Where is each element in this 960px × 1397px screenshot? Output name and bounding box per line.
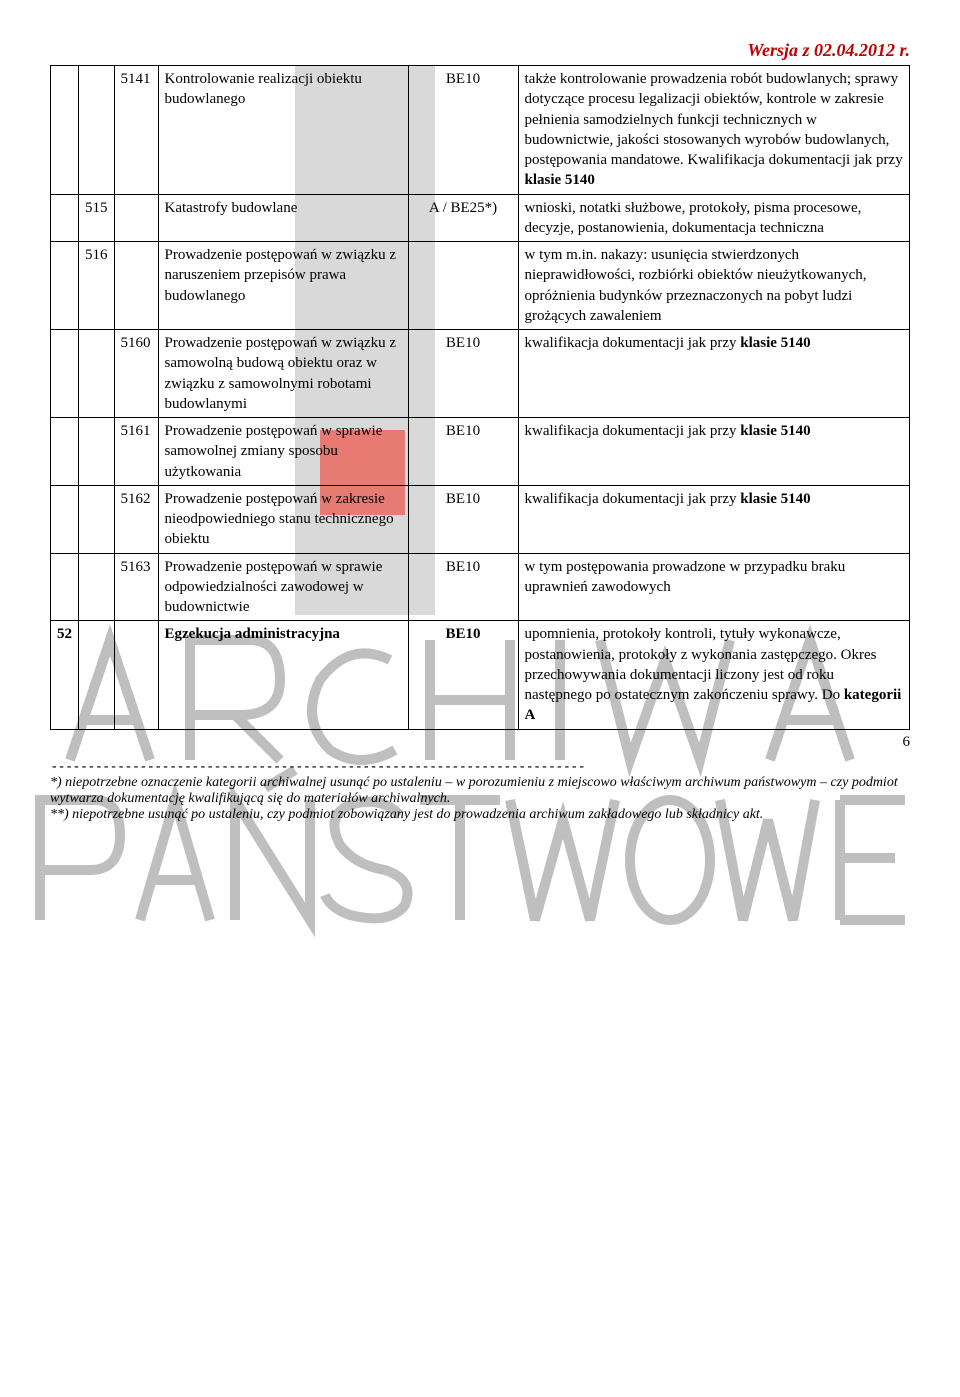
col-description: także kontrolowanie prowadzenia robót bu…: [518, 66, 910, 195]
col-description: wnioski, notatki służbowe, protokoły, pi…: [518, 194, 910, 242]
col-category: BE10: [408, 330, 518, 418]
col-level1: [51, 242, 79, 330]
col-level3: [114, 194, 158, 242]
footnotes: ----------------------------------------…: [50, 759, 910, 823]
footnote1-text: niepotrzebne oznaczenie kategorii archiw…: [50, 775, 898, 806]
col-title: Prowadzenie postępowań w sprawie odpowie…: [158, 553, 408, 621]
col-description: kwalifikacja dokumentacji jak przy klasi…: [518, 418, 910, 486]
footnote2-prefix: **): [50, 807, 69, 822]
version-header: Wersja z 02.04.2012 r.: [50, 40, 910, 61]
col-level2: [79, 553, 115, 621]
col-level3: 5163: [114, 553, 158, 621]
col-title: Prowadzenie postępowań w związku z samow…: [158, 330, 408, 418]
footnote2-text: niepotrzebne usunąć po ustaleniu, czy po…: [69, 807, 764, 822]
col-level2: 516: [79, 242, 115, 330]
col-title: Katastrofy budowlane: [158, 194, 408, 242]
col-title: Kontrolowanie realizacji obiektu budowla…: [158, 66, 408, 195]
col-category: BE10: [408, 418, 518, 486]
col-level3: 5161: [114, 418, 158, 486]
table-row: 5161Prowadzenie postępowań w sprawie sam…: [51, 418, 910, 486]
col-title: Egzekucja administracyjna: [158, 621, 408, 729]
table-row: 515 Katastrofy budowlaneA / BE25*)wnioski…: [51, 194, 910, 242]
col-description: upomnienia, protokoły kontroli, tytuły w…: [518, 621, 910, 729]
table-row: 5160Prowadzenie postępowań w związku z s…: [51, 330, 910, 418]
col-level2: [79, 66, 115, 195]
col-level3: 5162: [114, 485, 158, 553]
col-description: kwalifikacja dokumentacji jak przy klasi…: [518, 330, 910, 418]
col-category: [408, 242, 518, 330]
classification-table: 5141Kontrolowanie realizacji obiektu bud…: [50, 65, 910, 730]
col-level3: 5160: [114, 330, 158, 418]
col-category: BE10: [408, 485, 518, 553]
table-row: 516 Prowadzenie postępowań w związku z na…: [51, 242, 910, 330]
col-description: w tym postępowania prowadzone w przypadk…: [518, 553, 910, 621]
table-row: 5162Prowadzenie postępowań w zakresie ni…: [51, 485, 910, 553]
col-level2: 515: [79, 194, 115, 242]
footnote-dashes: ----------------------------------------…: [50, 759, 910, 775]
col-level2: [79, 485, 115, 553]
col-level1: 52: [51, 621, 79, 729]
col-level2: [79, 330, 115, 418]
col-title: Prowadzenie postępowań w sprawie samowol…: [158, 418, 408, 486]
col-level1: [51, 330, 79, 418]
footnote1-prefix: *): [50, 775, 62, 790]
page-number: 6: [50, 734, 910, 751]
col-level3: [114, 621, 158, 729]
col-level2: [79, 418, 115, 486]
col-level2: [79, 621, 115, 729]
table-row: 52 Egzekucja administracyjnaBE10upomnieni…: [51, 621, 910, 729]
col-category: BE10: [408, 553, 518, 621]
col-level1: [51, 66, 79, 195]
col-title: Prowadzenie postępowań w zakresie nieodp…: [158, 485, 408, 553]
col-level3: 5141: [114, 66, 158, 195]
col-category: BE10: [408, 66, 518, 195]
col-level1: [51, 485, 79, 553]
col-description: w tym m.in. nakazy: usunięcia stwierdzon…: [518, 242, 910, 330]
col-level1: [51, 418, 79, 486]
col-title: Prowadzenie postępowań w związku z narus…: [158, 242, 408, 330]
col-level1: [51, 553, 79, 621]
col-description: kwalifikacja dokumentacji jak przy klasi…: [518, 485, 910, 553]
col-category: A / BE25*): [408, 194, 518, 242]
col-level3: [114, 242, 158, 330]
table-row: 5141Kontrolowanie realizacji obiektu bud…: [51, 66, 910, 195]
col-level1: [51, 194, 79, 242]
table-row: 5163Prowadzenie postępowań w sprawie odp…: [51, 553, 910, 621]
col-category: BE10: [408, 621, 518, 729]
